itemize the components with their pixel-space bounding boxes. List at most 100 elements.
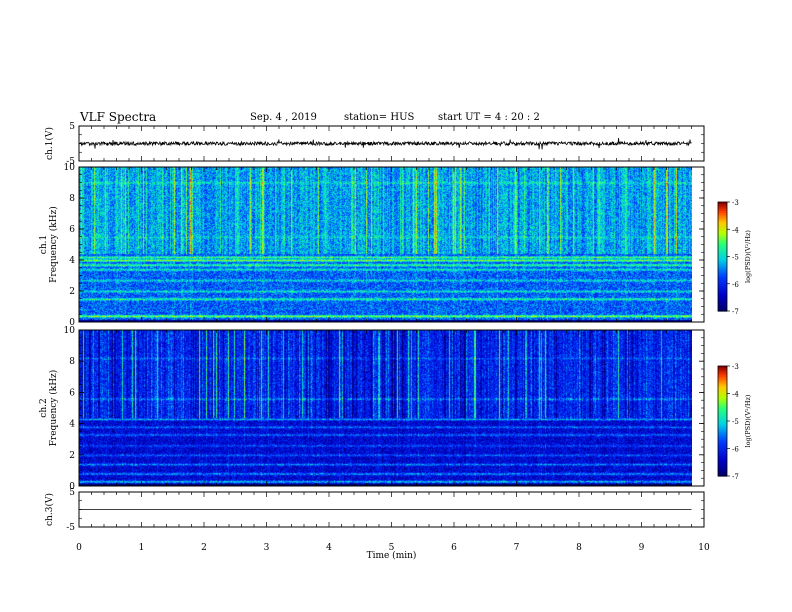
colorbar-cell — [718, 375, 727, 378]
colorbar-cell — [718, 472, 727, 475]
start-time-label: start UT = 4 : 20 : 2 — [438, 112, 540, 123]
colorbar-cell — [718, 234, 727, 238]
y-tick-label: 0 — [69, 318, 75, 328]
colorbar-cell — [718, 459, 727, 462]
colorbar-cell — [718, 415, 727, 418]
colorbar-cell — [718, 389, 727, 393]
colorbar-cell — [718, 276, 727, 279]
colorbar-cell — [718, 278, 727, 281]
colorbar-cell — [718, 291, 727, 294]
colorbar-cell — [718, 391, 727, 395]
colorbar-label: log(PSD)(V²/Hz) — [744, 230, 752, 283]
colorbar-cell — [718, 367, 727, 371]
colorbar-tick-label: -7 — [732, 308, 739, 316]
colorbar-cell — [718, 408, 727, 411]
chart-title: VLF Spectra — [80, 110, 157, 124]
colorbar-cell — [718, 421, 727, 424]
colorbar-cell — [718, 211, 727, 214]
ch2-spectrogram-ylabel: ch.2 — [39, 398, 49, 417]
colorbar-label: log(PSD)(V²/Hz) — [744, 394, 752, 447]
colorbar-cell — [718, 446, 727, 450]
colorbar-cell — [718, 443, 727, 446]
colorbar-cell — [718, 454, 727, 457]
colorbar-cell — [718, 369, 727, 373]
x-axis-label: Time (min) — [367, 550, 417, 561]
colorbar-cell — [718, 258, 727, 261]
ch1-spectrogram-raster — [79, 167, 692, 322]
colorbar-cell — [718, 236, 727, 239]
colorbar-cell — [718, 240, 727, 243]
colorbar-cell — [718, 260, 727, 263]
colorbar-cell — [718, 452, 727, 455]
colorbar-cell — [718, 366, 727, 369]
colorbar-cell — [718, 214, 727, 218]
colorbar-tick-label: -3 — [732, 363, 739, 371]
colorbar-tick-label: -6 — [732, 446, 739, 454]
colorbar-cell — [718, 448, 727, 451]
colorbar-cell — [718, 249, 727, 252]
x-tick-label: 0 — [76, 543, 82, 553]
colorbar-cell — [718, 274, 727, 278]
colorbar-cell — [718, 432, 727, 435]
colorbar-cell — [718, 404, 727, 407]
colorbar-cell — [718, 450, 727, 453]
colorbar-cell — [718, 411, 727, 415]
colorbar-cell — [718, 300, 727, 303]
colorbar-cell — [718, 305, 727, 308]
colorbar-cell — [718, 238, 727, 241]
colorbar-cell — [718, 241, 727, 245]
colorbar-tick-label: -6 — [732, 281, 739, 289]
colorbar-cell — [718, 245, 727, 249]
colorbar-cell — [718, 269, 727, 272]
colorbar-cell — [718, 261, 727, 265]
colorbar-cell — [718, 247, 727, 250]
ch1-spectrogram-ylabel: Frequency (kHz) — [48, 206, 59, 283]
ch3-waveform-ylabel: ch.3(V) — [44, 493, 55, 526]
colorbar-cell — [718, 474, 727, 477]
y-tick-label: 8 — [69, 357, 75, 367]
y-tick-label: 8 — [69, 194, 75, 204]
colorbar-tick-label: -7 — [732, 473, 739, 481]
y-tick-label: 6 — [69, 388, 75, 398]
colorbar-cell — [718, 430, 727, 433]
ch1-waveform-ylabel: ch.1(V) — [44, 127, 55, 160]
colorbar-cell — [718, 229, 727, 232]
colorbar-cell — [718, 285, 727, 288]
colorbar-cell — [718, 419, 727, 422]
x-tick-label: 10 — [698, 543, 710, 553]
colorbar-cell — [718, 406, 727, 409]
colorbar-cell — [718, 252, 727, 256]
colorbar-cell — [718, 280, 727, 283]
colorbar-cell — [718, 309, 727, 312]
x-tick-label: 8 — [576, 543, 582, 553]
colorbar-cell — [718, 272, 727, 276]
colorbar-cell — [718, 428, 727, 431]
colorbar-cell — [718, 298, 727, 301]
colorbar-cell — [718, 209, 727, 212]
colorbar-cell — [718, 292, 727, 296]
colorbar-cell — [718, 373, 727, 376]
colorbar-cell — [718, 221, 727, 225]
colorbar-cell — [718, 444, 727, 448]
y-tick-label: 2 — [69, 287, 75, 297]
y-tick-label: 6 — [69, 225, 75, 235]
colorbar-cell — [718, 384, 727, 387]
colorbar-cell — [718, 439, 727, 442]
colorbar-cell — [718, 283, 727, 287]
y-tick-label: 10 — [64, 326, 76, 336]
colorbar-cell — [718, 437, 727, 440]
colorbar-cell — [718, 461, 727, 464]
colorbar-cell — [718, 231, 727, 234]
x-tick-label: 2 — [201, 543, 207, 553]
colorbar-cell — [718, 296, 727, 299]
ch1-spectrogram-ylabel: ch.1 — [39, 235, 49, 254]
colorbar-cell — [718, 457, 727, 461]
colorbar-cell — [718, 227, 727, 230]
colorbar-tick-label: -4 — [732, 226, 739, 234]
colorbar-cell — [718, 380, 727, 384]
x-tick-label: 3 — [264, 543, 270, 553]
colorbar-cell — [718, 468, 727, 472]
y-tick-label: 4 — [69, 256, 75, 266]
colorbar-cell — [718, 441, 727, 444]
